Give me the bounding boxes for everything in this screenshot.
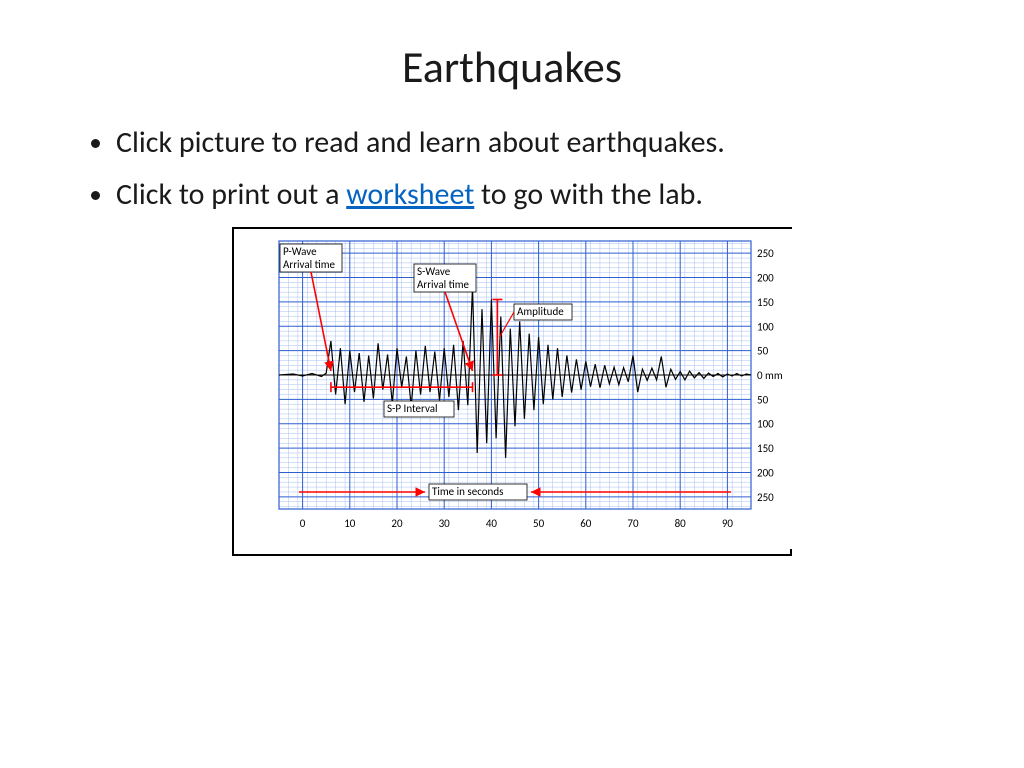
svg-text:Amplitude: Amplitude (517, 305, 564, 318)
svg-text:40: 40 (486, 517, 498, 530)
svg-text:150: 150 (757, 296, 774, 309)
svg-text:50: 50 (533, 517, 545, 530)
svg-text:S-P Interval: S-P Interval (387, 402, 438, 415)
svg-text:Arrival time: Arrival time (417, 278, 470, 291)
bullet-1: Click picture to read and learn about ea… (116, 124, 944, 162)
svg-text:60: 60 (580, 517, 592, 530)
svg-text:30: 30 (439, 517, 451, 530)
svg-text:Time in seconds: Time in seconds (432, 485, 503, 498)
svg-text:70: 70 (627, 517, 639, 530)
svg-text:50: 50 (757, 393, 769, 406)
svg-text:0 mm: 0 mm (757, 369, 783, 382)
svg-text:250: 250 (757, 247, 774, 260)
svg-text:80: 80 (675, 517, 687, 530)
bullet-list: Click picture to read and learn about ea… (80, 124, 944, 213)
seismograph-svg: 50 100 150 200 250 0 mm 50 100 150 200 250 0 10 20 30 4… (234, 229, 794, 549)
bullet-1-text: Click picture to read and learn about ea… (116, 124, 725, 161)
page-title: Earthquakes (80, 40, 944, 94)
slide: Earthquakes Click picture to read and le… (0, 0, 1024, 768)
bullet-2: Click to print out a worksheet to go wit… (116, 176, 944, 214)
svg-text:100: 100 (757, 418, 774, 431)
svg-text:P-Wave: P-Wave (283, 245, 317, 258)
bullet-2-pre: Click to print out a (116, 176, 346, 213)
bullet-2-post: to go with the lab. (474, 176, 703, 213)
svg-text:90: 90 (722, 517, 734, 530)
svg-text:20: 20 (391, 517, 403, 530)
svg-text:S-Wave: S-Wave (417, 265, 451, 278)
svg-text:150: 150 (757, 442, 774, 455)
svg-text:10: 10 (344, 517, 356, 530)
svg-text:Arrival time: Arrival time (283, 258, 336, 271)
svg-text:200: 200 (757, 466, 774, 479)
svg-text:250: 250 (757, 491, 774, 504)
seismograph-figure[interactable]: 50 100 150 200 250 0 mm 50 100 150 200 250 0 10 20 30 4… (232, 227, 792, 556)
svg-text:0: 0 (300, 517, 306, 530)
worksheet-link[interactable]: worksheet (346, 176, 474, 213)
svg-text:50: 50 (757, 345, 769, 358)
svg-text:100: 100 (757, 320, 774, 333)
chart-outer-border: 50 100 150 200 250 0 mm 50 100 150 200 250 0 10 20 30 4… (232, 227, 792, 556)
svg-text:200: 200 (757, 272, 774, 285)
